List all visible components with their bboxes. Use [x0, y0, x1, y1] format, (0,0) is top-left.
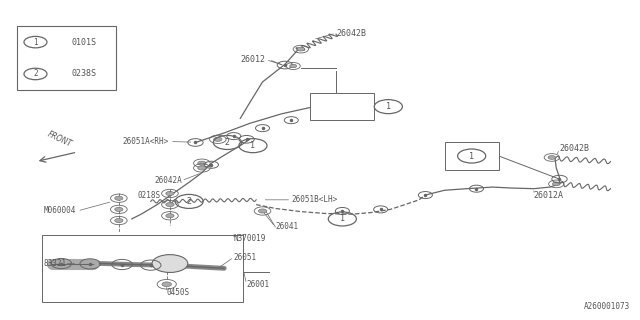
Text: 0218S: 0218S — [138, 190, 161, 200]
Text: N370019: N370019 — [234, 234, 266, 243]
Circle shape — [166, 203, 174, 207]
Circle shape — [214, 137, 222, 141]
Text: 2: 2 — [225, 138, 230, 147]
Text: 26042A: 26042A — [154, 176, 182, 185]
Bar — [17, 26, 116, 90]
Circle shape — [115, 196, 123, 200]
Circle shape — [198, 161, 206, 165]
Text: 0238S: 0238S — [72, 69, 97, 78]
Text: M060004: M060004 — [44, 206, 76, 215]
Text: 2: 2 — [187, 197, 191, 206]
Text: 2: 2 — [33, 69, 38, 78]
Text: 26001: 26001 — [246, 280, 269, 289]
Circle shape — [198, 166, 206, 170]
Circle shape — [166, 214, 174, 218]
Text: 26051: 26051 — [234, 253, 257, 262]
Circle shape — [162, 282, 172, 287]
Text: 26012A: 26012A — [534, 190, 564, 200]
Text: 26041: 26041 — [275, 222, 298, 231]
Text: 26042B: 26042B — [336, 29, 366, 38]
Text: 0450S: 0450S — [167, 288, 190, 297]
Text: 0101S: 0101S — [72, 38, 97, 47]
Circle shape — [152, 255, 188, 272]
Circle shape — [290, 64, 297, 68]
Bar — [310, 93, 374, 120]
Circle shape — [259, 209, 267, 213]
Text: A260001073: A260001073 — [584, 302, 630, 311]
Text: 26051B<LH>: 26051B<LH> — [291, 195, 337, 204]
Bar — [445, 142, 499, 170]
Text: 1: 1 — [386, 102, 391, 111]
Circle shape — [552, 182, 560, 186]
Text: 1: 1 — [340, 214, 345, 223]
Text: 1: 1 — [33, 38, 38, 47]
Circle shape — [115, 207, 123, 212]
Circle shape — [166, 191, 174, 196]
Text: 1: 1 — [469, 151, 474, 161]
Text: 83321: 83321 — [44, 259, 67, 268]
Text: FRONT: FRONT — [46, 130, 73, 149]
Circle shape — [115, 219, 123, 223]
Bar — [42, 235, 243, 302]
Text: 26051A<RH>: 26051A<RH> — [122, 137, 168, 146]
Text: 1: 1 — [250, 141, 255, 150]
Text: 26012: 26012 — [241, 55, 266, 64]
Circle shape — [548, 156, 556, 159]
Text: 26042B: 26042B — [559, 144, 589, 153]
Circle shape — [297, 47, 305, 51]
